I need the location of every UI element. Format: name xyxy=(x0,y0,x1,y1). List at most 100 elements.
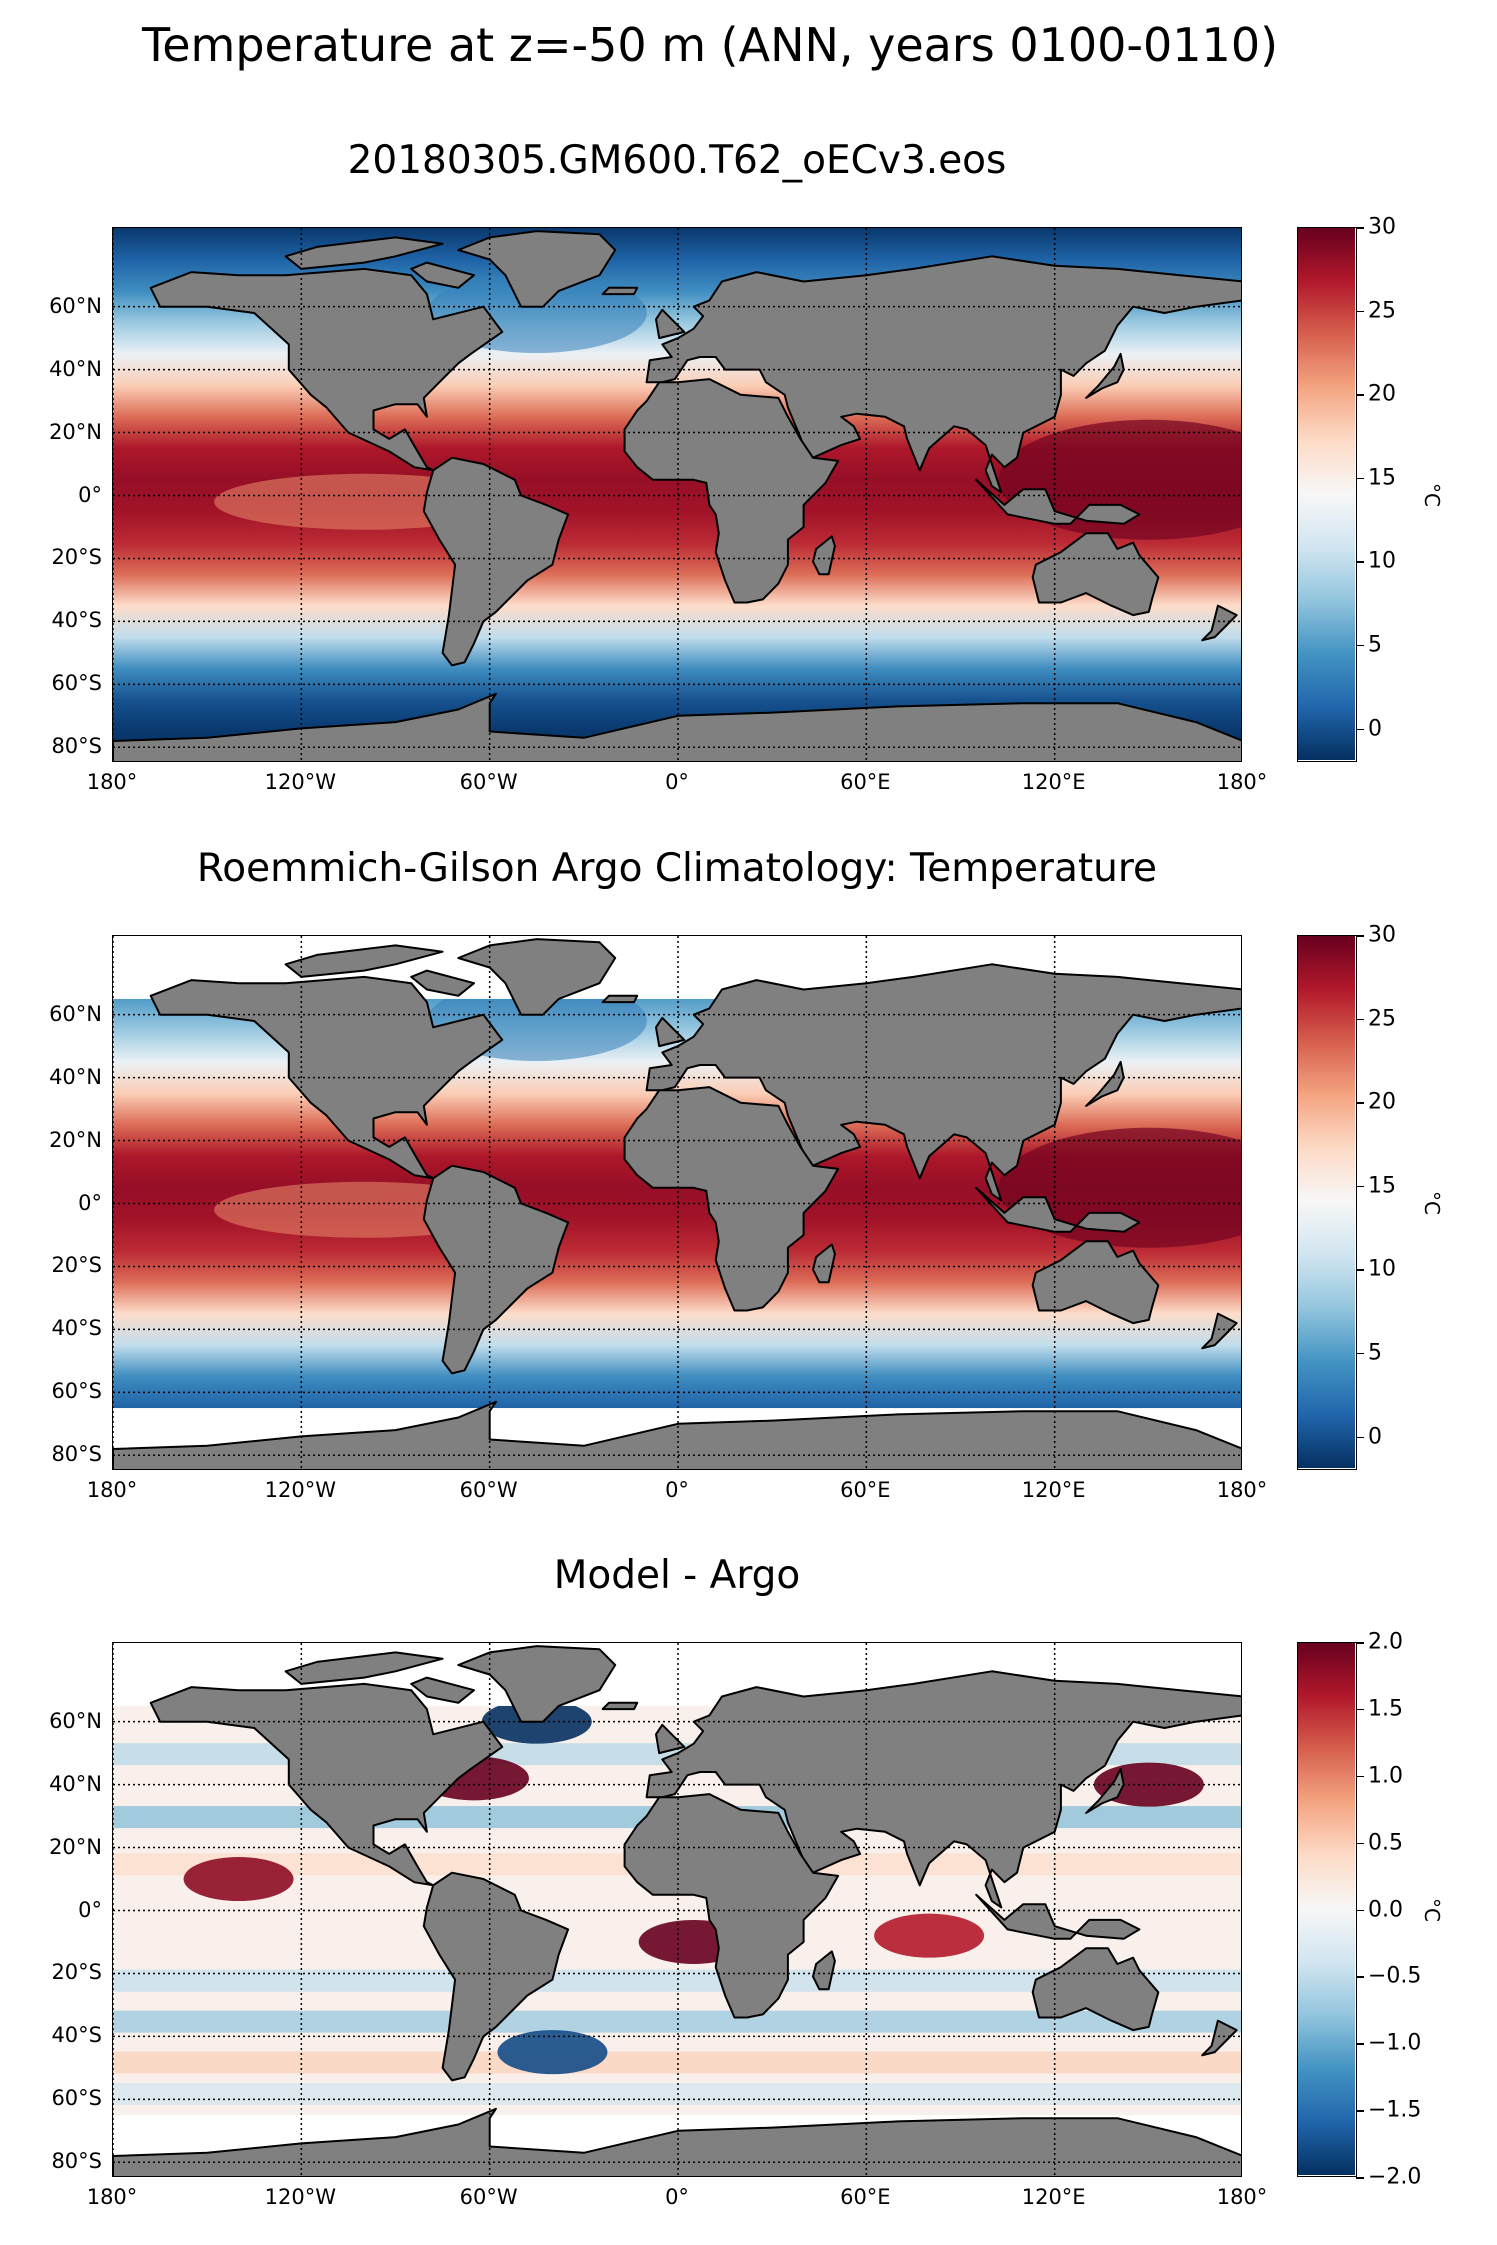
y-tick-label: 40°S xyxy=(51,2023,102,2048)
panel-title: 20180305.GM600.T62_oECv3.eos xyxy=(347,138,1007,183)
land-mass xyxy=(1201,604,1238,642)
colorbar-tick-mark xyxy=(1356,561,1364,563)
bias-band xyxy=(113,2051,1241,2074)
land-mass xyxy=(422,1871,570,2082)
land-mass xyxy=(149,1682,504,1887)
x-tick-label: 180° xyxy=(1216,770,1268,794)
land-mass xyxy=(457,230,617,308)
y-tick-label: 40°N xyxy=(49,1064,102,1089)
y-tick-label: 20°N xyxy=(49,419,102,444)
x-tick-label: 60°W xyxy=(459,1478,518,1502)
colorbar-gradient xyxy=(1298,228,1355,760)
bias-band xyxy=(113,1969,1241,1992)
land-mass xyxy=(1085,1060,1125,1107)
panel-argo: Roemmich-Gilson Argo Climatology: Temper… xyxy=(0,838,1497,1538)
y-tick-label: 60°N xyxy=(49,293,102,318)
colorbar-tick-label: 5 xyxy=(1368,632,1382,658)
colorbar-tick-label: 15 xyxy=(1368,465,1396,491)
panel-model: 20180305.GM600.T62_oECv3.eos 60°N 40°N 20°N… xyxy=(0,130,1497,830)
panel-bias: Model - Argo 60°N 40°N 20°N 0° 20°S 40°S 60°S 80… xyxy=(0,1545,1497,2245)
colorbar-tick-label: −2.0 xyxy=(1368,2164,1422,2190)
x-tick-label: 180° xyxy=(1216,2185,1268,2209)
land-mass xyxy=(975,1893,1141,1940)
colorbar-tick-label: 1.0 xyxy=(1368,1763,1403,1789)
colorbar-tick-label: 25 xyxy=(1368,1006,1396,1032)
colorbar-tick-label: 30 xyxy=(1368,214,1396,240)
land-mass xyxy=(1201,2019,1238,2057)
x-tick-label: 0° xyxy=(665,770,689,794)
y-tick-label: 80°S xyxy=(51,1442,102,1467)
y-tick-label: 80°S xyxy=(51,734,102,759)
x-tick-label: 180° xyxy=(86,770,138,794)
colorbar-tick-mark xyxy=(1356,2043,1364,2045)
land-mass xyxy=(601,1701,639,1711)
panel-title: Model - Argo xyxy=(553,1553,801,1598)
y-tick-label: 0° xyxy=(78,1897,102,1922)
colorbar-tick-label: 1.5 xyxy=(1368,1696,1403,1722)
land-mass xyxy=(1031,1240,1160,1325)
x-tick-label: 60°E xyxy=(840,2185,891,2209)
land-mass xyxy=(149,267,504,472)
land-mass xyxy=(284,236,444,270)
colorbar-tick-mark xyxy=(1356,1436,1364,1439)
colorbar-tick-label: 5 xyxy=(1368,1340,1382,1366)
bias-band xyxy=(113,2010,1241,2033)
colorbar-tick-mark xyxy=(1356,1842,1364,1845)
colorbar-tick-label: 0.0 xyxy=(1368,1897,1403,1922)
land-mass xyxy=(284,1651,444,1685)
land-mass xyxy=(645,255,1241,494)
land-mass xyxy=(812,1950,836,1991)
map-svg xyxy=(113,936,1241,1469)
land-mass xyxy=(812,535,836,576)
x-tick-label: 60°E xyxy=(840,1478,891,1502)
x-tick-label: 120°W xyxy=(264,2185,337,2209)
colorbar-argo xyxy=(1297,935,1357,1470)
y-tick-label: 20°S xyxy=(51,545,102,570)
colorbar-bias xyxy=(1297,1642,1357,2177)
land-mass xyxy=(655,1723,686,1755)
colorbar-tick-mark xyxy=(1356,1775,1364,1778)
y-tick-label: 60°N xyxy=(49,1001,102,1026)
y-tick-label: 0° xyxy=(78,482,102,507)
colorbar-tick-label: 20 xyxy=(1368,1089,1396,1115)
colorbar-tick-label: 20 xyxy=(1368,381,1396,407)
land-mass xyxy=(284,944,444,978)
y-tick-label: 20°S xyxy=(51,1960,102,1985)
y-tick-label: 60°S xyxy=(51,2086,102,2111)
x-tick-label: 60°W xyxy=(459,770,518,794)
colorbar-tick-label: −0.5 xyxy=(1368,1963,1422,1989)
land-mass xyxy=(457,938,617,1016)
map-svg xyxy=(113,228,1241,761)
land-mass xyxy=(457,1645,617,1723)
y-tick-label: 80°S xyxy=(51,2149,102,2174)
y-tick-label: 20°S xyxy=(51,1253,102,1278)
y-tick-label: 40°S xyxy=(51,608,102,633)
land-mass xyxy=(601,994,639,1004)
colorbar-tick-label: 30 xyxy=(1368,922,1396,948)
land-mass xyxy=(422,456,570,667)
panel-title: Roemmich-Gilson Argo Climatology: Temper… xyxy=(196,846,1158,891)
land-mass xyxy=(149,975,504,1180)
y-tick-label: 60°S xyxy=(51,671,102,696)
y-tick-label: 60°S xyxy=(51,1379,102,1404)
colorbar-tick-label: 25 xyxy=(1368,298,1396,324)
land-mass xyxy=(1031,532,1160,617)
land-mass xyxy=(1201,1312,1238,1350)
x-tick-label: 180° xyxy=(86,2185,138,2209)
bias-feature xyxy=(874,1913,985,1958)
colorbar-tick-mark xyxy=(1356,1976,1364,1978)
map-model xyxy=(112,227,1242,762)
x-tick-label: 120°E xyxy=(1021,770,1086,794)
colorbar-tick-mark xyxy=(1356,728,1364,731)
land-mass xyxy=(645,963,1241,1202)
colorbar-model xyxy=(1297,227,1357,762)
colorbar-tick-mark xyxy=(1356,1642,1364,1644)
land-mass xyxy=(601,286,639,296)
land-mass xyxy=(410,1676,475,1704)
colorbar-tick-mark xyxy=(1356,1018,1364,1021)
land-mass xyxy=(113,2107,1241,2176)
warm-pool xyxy=(998,419,1241,540)
land-mass xyxy=(113,692,1241,761)
colorbar-unit: °C xyxy=(1419,1190,1444,1215)
